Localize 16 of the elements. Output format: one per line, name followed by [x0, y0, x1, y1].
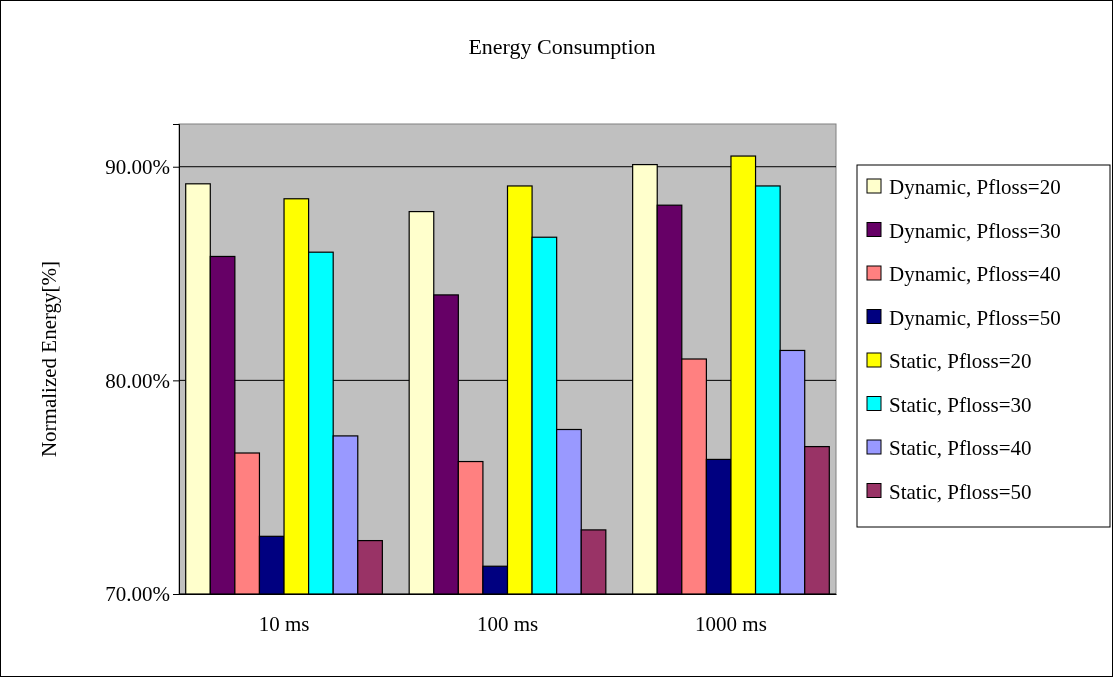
- legend-label: Static, Pfloss=40: [889, 436, 1032, 460]
- y-tick-label: 80.00%: [105, 368, 170, 393]
- legend-label: Static, Pfloss=20: [889, 349, 1032, 373]
- legend-label: Dynamic, Pfloss=40: [889, 262, 1061, 286]
- legend-label: Dynamic, Pfloss=30: [889, 218, 1061, 243]
- x-tick-label: 100 ms: [476, 611, 539, 636]
- legend-label: Dynamic, Pfloss=20: [889, 175, 1061, 199]
- x-tick-label: 1000 ms: [695, 611, 767, 636]
- chart-title: Energy Consumption: [468, 34, 656, 59]
- legend-label: Dynamic, Pfloss=50: [889, 305, 1061, 330]
- y-tick-label: 70.00%: [105, 582, 170, 607]
- y-axis-title: Normalized Energy[%]: [37, 260, 61, 458]
- legend-label: Static, Pfloss=50: [889, 479, 1032, 504]
- y-tick-label: 90.00%: [105, 154, 170, 179]
- x-tick-label: 10 ms: [258, 611, 310, 636]
- legend-label: Static, Pfloss=30: [889, 392, 1032, 417]
